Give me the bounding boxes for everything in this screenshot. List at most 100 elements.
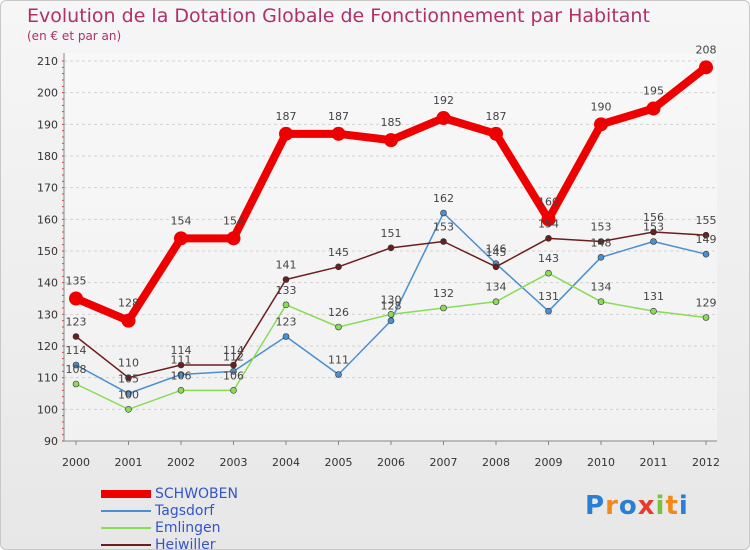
y-tick-label: 200	[37, 87, 58, 100]
data-point-heiwiller	[230, 361, 237, 369]
x-tick-label: 2006	[377, 456, 405, 469]
data-label-tagsdorf: 128	[381, 300, 402, 313]
data-point-tagsdorf	[177, 371, 185, 378]
chart-title: Evolution de la Dotation Globale de Fonc…	[27, 5, 650, 27]
legend-swatch-schwoben	[101, 490, 151, 498]
legend-item-heiwiller: Heiwiller	[101, 536, 238, 550]
x-tick-label: 2001	[115, 456, 143, 469]
data-point-emlingen	[492, 298, 500, 305]
legend-item-tagsdorf: Tagsdorf	[101, 502, 238, 519]
data-point-tagsdorf	[545, 307, 552, 315]
chart-legend: SCHWOBEN Tagsdorf Emlingen Heiwiller	[101, 485, 238, 550]
y-tick-label: 110	[37, 372, 58, 385]
data-point-emlingen	[335, 323, 342, 331]
x-tick-label: 2000	[62, 456, 90, 469]
data-label-heiwiller: 151	[381, 227, 402, 240]
data-label-tagsdorf: 162	[433, 192, 454, 205]
data-label-heiwiller: 153	[591, 221, 612, 234]
data-label-heiwiller: 153	[433, 221, 454, 234]
data-point-heiwiller	[282, 276, 290, 283]
y-tick-label: 210	[37, 55, 58, 68]
data-label-emlingen: 106	[223, 369, 244, 382]
y-tick-label: 140	[37, 277, 58, 290]
data-point-schwoben	[594, 117, 608, 132]
data-label-schwoben: 195	[643, 85, 664, 98]
chart-subtitle: (en € et par an)	[27, 29, 122, 43]
data-label-tagsdorf: 112	[223, 350, 244, 363]
data-point-schwoben	[699, 60, 713, 75]
legend-item-schwoben: SCHWOBEN	[101, 485, 238, 502]
y-tick-label: 90	[44, 435, 58, 448]
x-tick-label: 2007	[430, 456, 458, 469]
data-label-emlingen: 132	[433, 287, 454, 300]
data-label-schwoben: 187	[486, 110, 507, 123]
y-tick-label: 170	[37, 182, 58, 195]
legend-swatch-heiwiller	[101, 544, 151, 546]
legend-swatch-tagsdorf	[101, 510, 151, 512]
data-label-tagsdorf: 111	[171, 354, 192, 367]
logo-letter: t	[665, 491, 679, 521]
data-label-schwoben: 185	[381, 116, 402, 129]
data-point-emlingen	[545, 269, 552, 277]
data-label-tagsdorf: 123	[276, 316, 297, 329]
data-label-schwoben: 187	[276, 110, 297, 123]
data-label-schwoben: 128	[118, 297, 139, 310]
x-tick-label: 2005	[325, 456, 353, 469]
data-point-emlingen	[282, 301, 290, 309]
data-point-schwoben	[489, 126, 503, 141]
data-label-schwoben: 208	[696, 43, 717, 56]
data-point-emlingen	[125, 406, 132, 413]
legend-label-tagsdorf: Tagsdorf	[155, 502, 215, 519]
data-point-heiwiller	[177, 361, 185, 369]
logo-letter: o	[618, 491, 638, 521]
data-point-tagsdorf	[282, 333, 290, 340]
data-label-emlingen: 130	[381, 293, 402, 306]
data-label-schwoben: 160	[538, 195, 559, 208]
data-point-heiwiller	[492, 263, 500, 271]
data-label-emlingen: 106	[171, 369, 192, 382]
legend-label-heiwiller: Heiwiller	[155, 536, 216, 550]
data-label-emlingen: 143	[538, 252, 559, 265]
legend-label-emlingen: Emlingen	[155, 519, 221, 536]
data-point-schwoben	[646, 101, 661, 116]
data-label-tagsdorf: 131	[538, 290, 559, 303]
data-label-heiwiller: 110	[118, 357, 139, 370]
data-label-heiwiller: 154	[538, 217, 559, 230]
data-point-schwoben	[331, 126, 346, 141]
data-label-emlingen: 131	[643, 290, 664, 303]
data-label-tagsdorf: 153	[643, 221, 664, 234]
data-label-schwoben: 187	[328, 110, 349, 123]
data-point-tagsdorf	[702, 250, 710, 258]
data-label-tagsdorf: 149	[696, 233, 717, 246]
data-point-tagsdorf	[440, 209, 447, 217]
x-tick-label: 2002	[167, 456, 195, 469]
data-label-heiwiller: 145	[328, 246, 349, 259]
data-label-heiwiller: 145	[486, 246, 507, 259]
data-label-heiwiller: 123	[66, 316, 87, 329]
y-tick-label: 100	[37, 403, 58, 416]
data-label-heiwiller: 155	[696, 214, 717, 227]
x-tick-label: 2010	[587, 456, 615, 469]
legend-label-schwoben: SCHWOBEN	[155, 485, 238, 502]
data-point-heiwiller	[702, 231, 710, 239]
data-point-schwoben	[121, 313, 136, 328]
data-point-schwoben	[384, 133, 398, 148]
x-tick-label: 2004	[272, 456, 300, 469]
data-point-tagsdorf	[230, 368, 237, 375]
data-label-emlingen: 100	[118, 388, 139, 401]
data-label-tagsdorf: 148	[591, 236, 612, 249]
data-point-emlingen	[650, 307, 657, 315]
data-label-emlingen: 129	[696, 297, 717, 310]
data-point-heiwiller	[650, 228, 657, 236]
data-label-heiwiller: 114	[223, 344, 244, 357]
data-point-heiwiller	[72, 333, 80, 340]
logo-letter: i	[655, 491, 666, 521]
data-label-heiwiller: 141	[276, 259, 297, 272]
legend-swatch-emlingen	[101, 527, 151, 529]
data-label-tagsdorf: 111	[328, 354, 349, 367]
x-tick-label: 2009	[535, 456, 563, 469]
data-point-tagsdorf	[335, 371, 342, 378]
proxiti-logo: Proxiti	[585, 491, 689, 521]
